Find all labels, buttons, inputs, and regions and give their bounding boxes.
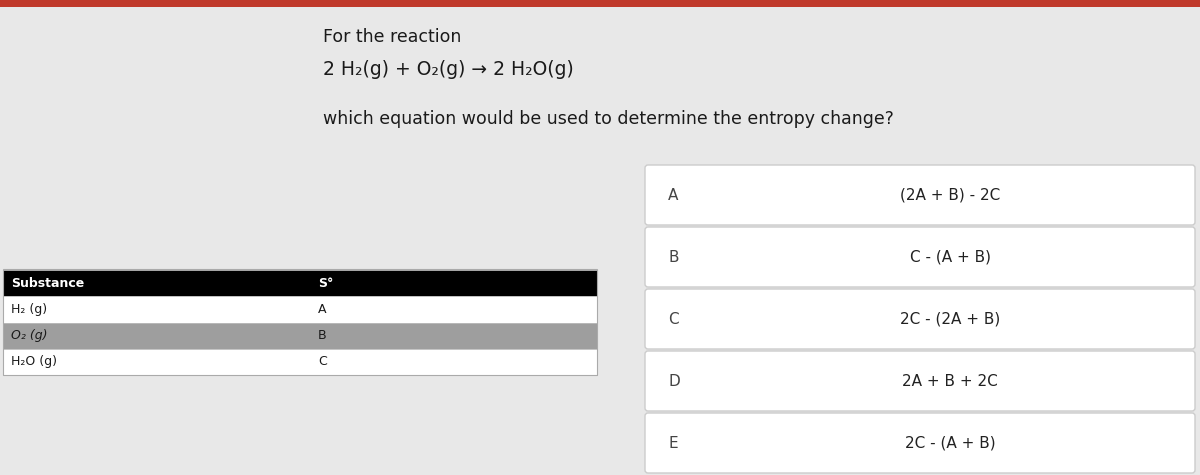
Text: E: E bbox=[668, 436, 678, 450]
FancyBboxPatch shape bbox=[646, 413, 1195, 473]
Text: A: A bbox=[668, 188, 678, 202]
Text: C: C bbox=[668, 312, 679, 326]
Text: O₂ (g): O₂ (g) bbox=[11, 329, 48, 342]
Bar bbox=[2, 296, 598, 323]
Text: (2A + B) - 2C: (2A + B) - 2C bbox=[900, 188, 1000, 202]
Text: A: A bbox=[318, 303, 326, 316]
Text: H₂O (g): H₂O (g) bbox=[11, 355, 58, 369]
Text: D: D bbox=[668, 373, 679, 389]
Text: S°: S° bbox=[318, 276, 334, 290]
Text: H₂ (g): H₂ (g) bbox=[11, 303, 47, 316]
Bar bbox=[2, 270, 598, 296]
FancyBboxPatch shape bbox=[646, 165, 1195, 225]
Bar bbox=[0, 0, 1200, 7]
Text: C - (A + B): C - (A + B) bbox=[910, 249, 990, 265]
Bar bbox=[2, 269, 598, 375]
Text: 2A + B + 2C: 2A + B + 2C bbox=[902, 373, 998, 389]
Bar bbox=[2, 349, 598, 375]
Text: B: B bbox=[318, 329, 326, 342]
Text: C: C bbox=[318, 355, 326, 369]
FancyBboxPatch shape bbox=[646, 227, 1195, 287]
Text: Substance: Substance bbox=[11, 276, 84, 290]
Text: For the reaction: For the reaction bbox=[323, 28, 461, 46]
Text: B: B bbox=[668, 249, 678, 265]
FancyBboxPatch shape bbox=[646, 289, 1195, 349]
Bar bbox=[2, 323, 598, 349]
FancyBboxPatch shape bbox=[646, 351, 1195, 411]
Text: 2C - (2A + B): 2C - (2A + B) bbox=[900, 312, 1000, 326]
Text: 2C - (A + B): 2C - (A + B) bbox=[905, 436, 995, 450]
Text: which equation would be used to determine the entropy change?: which equation would be used to determin… bbox=[323, 110, 894, 128]
Text: 2 H₂(g) + O₂(g) → 2 H₂O(g): 2 H₂(g) + O₂(g) → 2 H₂O(g) bbox=[323, 60, 574, 79]
